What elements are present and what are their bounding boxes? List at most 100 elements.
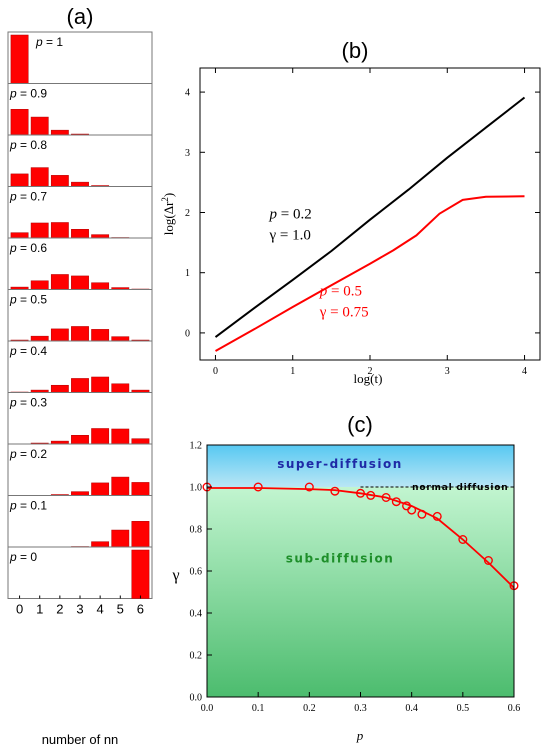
panel-c-x-tick-label: 0.4 bbox=[405, 703, 418, 714]
histogram-panel: p = 0.2 bbox=[7, 443, 153, 496]
panel-c-data-point bbox=[417, 509, 427, 519]
panel-c-y-tick-label: 0.2 bbox=[190, 651, 203, 662]
histogram-panel: p = 0.6 bbox=[7, 237, 153, 290]
histogram-bar bbox=[50, 384, 69, 393]
panel-c-x-tick-label: 0.6 bbox=[508, 703, 521, 714]
histogram-bar bbox=[71, 378, 89, 393]
panel-b-x-tick-label: 1 bbox=[290, 366, 295, 377]
panel-c-fit-line bbox=[207, 487, 515, 589]
super-diffusion-region bbox=[207, 445, 514, 487]
histogram-x-tick-label: 0 bbox=[16, 602, 23, 617]
histogram-panel: p = 0.8 bbox=[7, 134, 153, 187]
histogram-label: p = 0.8 bbox=[9, 138, 47, 152]
panel-c-gamma-plot: (c) super-diffusion normal diffusion sub… bbox=[171, 412, 520, 743]
panel-b-x-label: log(t) bbox=[354, 371, 383, 386]
histogram-bar bbox=[71, 181, 89, 187]
panel-a-histograms: (a) p = 1p = 0.9p = 0.8p = 0.7p = 0.6p =… bbox=[7, 4, 153, 747]
panel-b-series-line bbox=[214, 96, 526, 338]
histogram-label: p = 0.2 bbox=[9, 447, 47, 461]
histogram-bar bbox=[10, 109, 29, 136]
histogram-label: p = 0.7 bbox=[9, 190, 47, 204]
histogram-bar bbox=[71, 326, 89, 342]
panel-c-data-point bbox=[432, 511, 442, 521]
histogram-bar bbox=[91, 376, 110, 393]
histogram-panel: p = 0.3 bbox=[7, 392, 153, 445]
histogram-bar bbox=[91, 428, 110, 445]
panel-c-data-point bbox=[407, 505, 417, 515]
histogram-bar bbox=[131, 482, 150, 496]
panel-b-x-tick-label: 0 bbox=[213, 366, 218, 377]
panel-b-label: (b) bbox=[342, 38, 369, 63]
super-diffusion-label: super-diffusion bbox=[277, 457, 403, 471]
histogram-bar bbox=[111, 476, 130, 496]
histogram-bar bbox=[50, 175, 69, 187]
histogram-bar bbox=[50, 222, 69, 239]
panel-b-annotation: γ = 0.75 bbox=[319, 305, 369, 321]
panel-b-y-label: log(Δr2) bbox=[160, 193, 176, 235]
histogram-bar bbox=[10, 173, 29, 187]
histogram-label: p = 0.3 bbox=[9, 396, 47, 410]
panel-c-y-tick-label: 0.0 bbox=[190, 693, 203, 704]
panel-c-data-point bbox=[381, 493, 391, 503]
histogram-label: p = 0.5 bbox=[9, 293, 47, 307]
panel-c-x-label: p bbox=[356, 728, 364, 743]
histogram-bar bbox=[71, 275, 89, 290]
histogram-bar bbox=[10, 34, 29, 84]
histogram-x-tick-label: 2 bbox=[56, 602, 63, 617]
panel-b-annotations: p = 0.2 γ = 1.0 p = 0.5 γ = 0.75 bbox=[269, 207, 369, 321]
histogram-bar bbox=[30, 335, 49, 342]
normal-diffusion-label: normal diffusion bbox=[412, 483, 508, 493]
histogram-x-tick-label: 4 bbox=[97, 602, 104, 617]
histogram-label: p = 1 bbox=[35, 35, 63, 49]
histogram-x-tick-label: 3 bbox=[76, 602, 83, 617]
histogram-label: p = 0.1 bbox=[9, 499, 47, 513]
histogram-bar bbox=[30, 280, 49, 290]
panel-b-series bbox=[214, 96, 526, 352]
panel-c-data-point bbox=[330, 486, 340, 496]
histogram-panel: p = 0.7 bbox=[7, 186, 153, 239]
panel-c-data-point bbox=[304, 482, 314, 492]
histogram-label: p = 0.4 bbox=[9, 344, 47, 358]
histogram-x-tick-label: 5 bbox=[117, 602, 124, 617]
histogram-bar bbox=[30, 167, 49, 187]
panel-b-x-tick-label: 3 bbox=[445, 366, 450, 377]
histogram-bar bbox=[111, 428, 130, 445]
histogram-bar bbox=[91, 282, 110, 290]
panel-c-x-tick-label: 0.3 bbox=[354, 703, 367, 714]
histogram-panel: p = 0.1 bbox=[7, 495, 153, 548]
histogram-bar bbox=[10, 232, 29, 239]
panel-c-data-point bbox=[366, 490, 376, 500]
histogram-bar bbox=[91, 541, 110, 548]
panel-c-y-tick-label: 0.4 bbox=[190, 609, 203, 620]
panel-c-y-tick-label: 1.0 bbox=[190, 483, 203, 494]
panel-c-data-point bbox=[253, 482, 263, 492]
histogram-bar bbox=[131, 521, 150, 548]
histogram-panel: p = 0 bbox=[7, 546, 153, 599]
histogram-panel: p = 0.9 bbox=[7, 83, 153, 136]
panel-a-label: (a) bbox=[67, 4, 94, 29]
panel-b-annotation: γ = 1.0 bbox=[269, 228, 311, 244]
histogram-bar bbox=[50, 129, 69, 136]
panel-b-msd-plot: (b) 0 1 2 3 4 0 1 2 3 4 p = 0.2 γ = 1.0 p = 0.5 γ = … bbox=[160, 38, 541, 386]
panel-c-fit-curve bbox=[207, 487, 515, 589]
panel-c-data-point bbox=[356, 488, 366, 498]
panel-c-x-tick-label: 0.0 bbox=[201, 703, 214, 714]
histogram-label: p = 0 bbox=[9, 550, 37, 564]
histogram-bar bbox=[91, 482, 110, 496]
panel-c-y-tick-label: 0.6 bbox=[190, 567, 203, 578]
histogram-bar bbox=[91, 329, 110, 342]
histogram-stack: p = 1 p = 0.9 p = 0.8 p = 0.7 p = 0.6 p = 0.5… bbox=[7, 31, 153, 599]
panel-b-y-tick-label: 4 bbox=[185, 88, 190, 99]
panel-c-x-tick-label: 0.1 bbox=[252, 703, 265, 714]
panel-b-y-tick-label: 3 bbox=[185, 148, 190, 159]
histogram-bar bbox=[131, 438, 150, 445]
histogram-panel: p = 0.5 bbox=[7, 289, 153, 342]
histogram-x-tick-label: 1 bbox=[36, 602, 43, 617]
histogram-bar bbox=[91, 234, 110, 239]
histogram-label: p = 0.9 bbox=[9, 87, 47, 101]
histogram-bar bbox=[30, 116, 49, 136]
histogram-bar bbox=[71, 435, 89, 445]
histogram-label: p = 0.6 bbox=[9, 241, 47, 255]
